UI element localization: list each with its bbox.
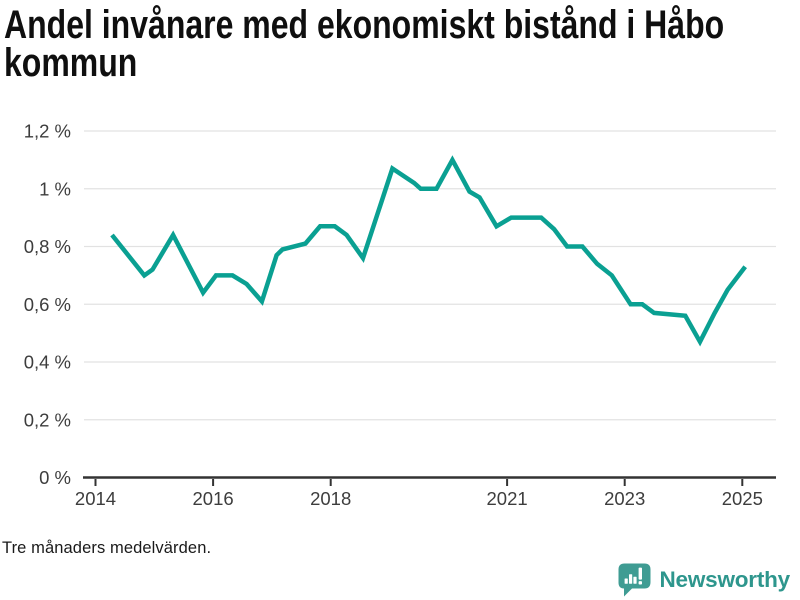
x-axis-tick-label: 2016 xyxy=(193,488,234,509)
bar-chart-speech-bubble-icon xyxy=(618,563,651,597)
logo-bar-1 xyxy=(625,578,629,584)
y-axis-tick-label: 0,2 % xyxy=(24,409,71,430)
data-line xyxy=(110,155,747,347)
line-chart: 0 % 0,2 % 0,4 % 0,6 % 0,8 % 1 % 1,2 % 2014 2016 2… xyxy=(24,121,776,509)
x-axis-tick-label: 2018 xyxy=(310,488,351,509)
newsworthy-logo-link[interactable]: Newsworthy xyxy=(618,563,790,597)
y-axis-tick-label: 0 % xyxy=(39,467,71,488)
logo-bar-3 xyxy=(633,576,638,584)
x-axis-tick-label: 2021 xyxy=(487,488,528,509)
x-axis-tick-label: 2025 xyxy=(722,488,763,509)
x-axis-tick-label: 2014 xyxy=(75,488,116,509)
logo-exclamation-bar xyxy=(639,567,643,580)
x-axis-tick-label: 2023 xyxy=(604,488,645,509)
page-title: Andel invånare med ekonomiskt bistånd i … xyxy=(4,3,725,85)
logo-bar-2 xyxy=(629,574,633,584)
y-axis-tick-label: 1,2 % xyxy=(24,121,71,142)
page-title-line-2: kommun xyxy=(4,41,138,85)
y-axis-tick-label: 0,8 % xyxy=(24,236,71,257)
y-axis-tick-label: 0,4 % xyxy=(24,352,71,373)
page-title-line-1: Andel invånare med ekonomiskt bistånd i … xyxy=(4,3,725,47)
newsworthy-logo-text: Newsworthy xyxy=(659,567,790,592)
logo-exclamation-dot xyxy=(639,581,643,585)
y-axis-tick-label: 0,6 % xyxy=(24,294,71,315)
y-axis-tick-label: 1 % xyxy=(39,178,71,199)
footnote: Tre månaders medelvärden. xyxy=(2,539,212,557)
